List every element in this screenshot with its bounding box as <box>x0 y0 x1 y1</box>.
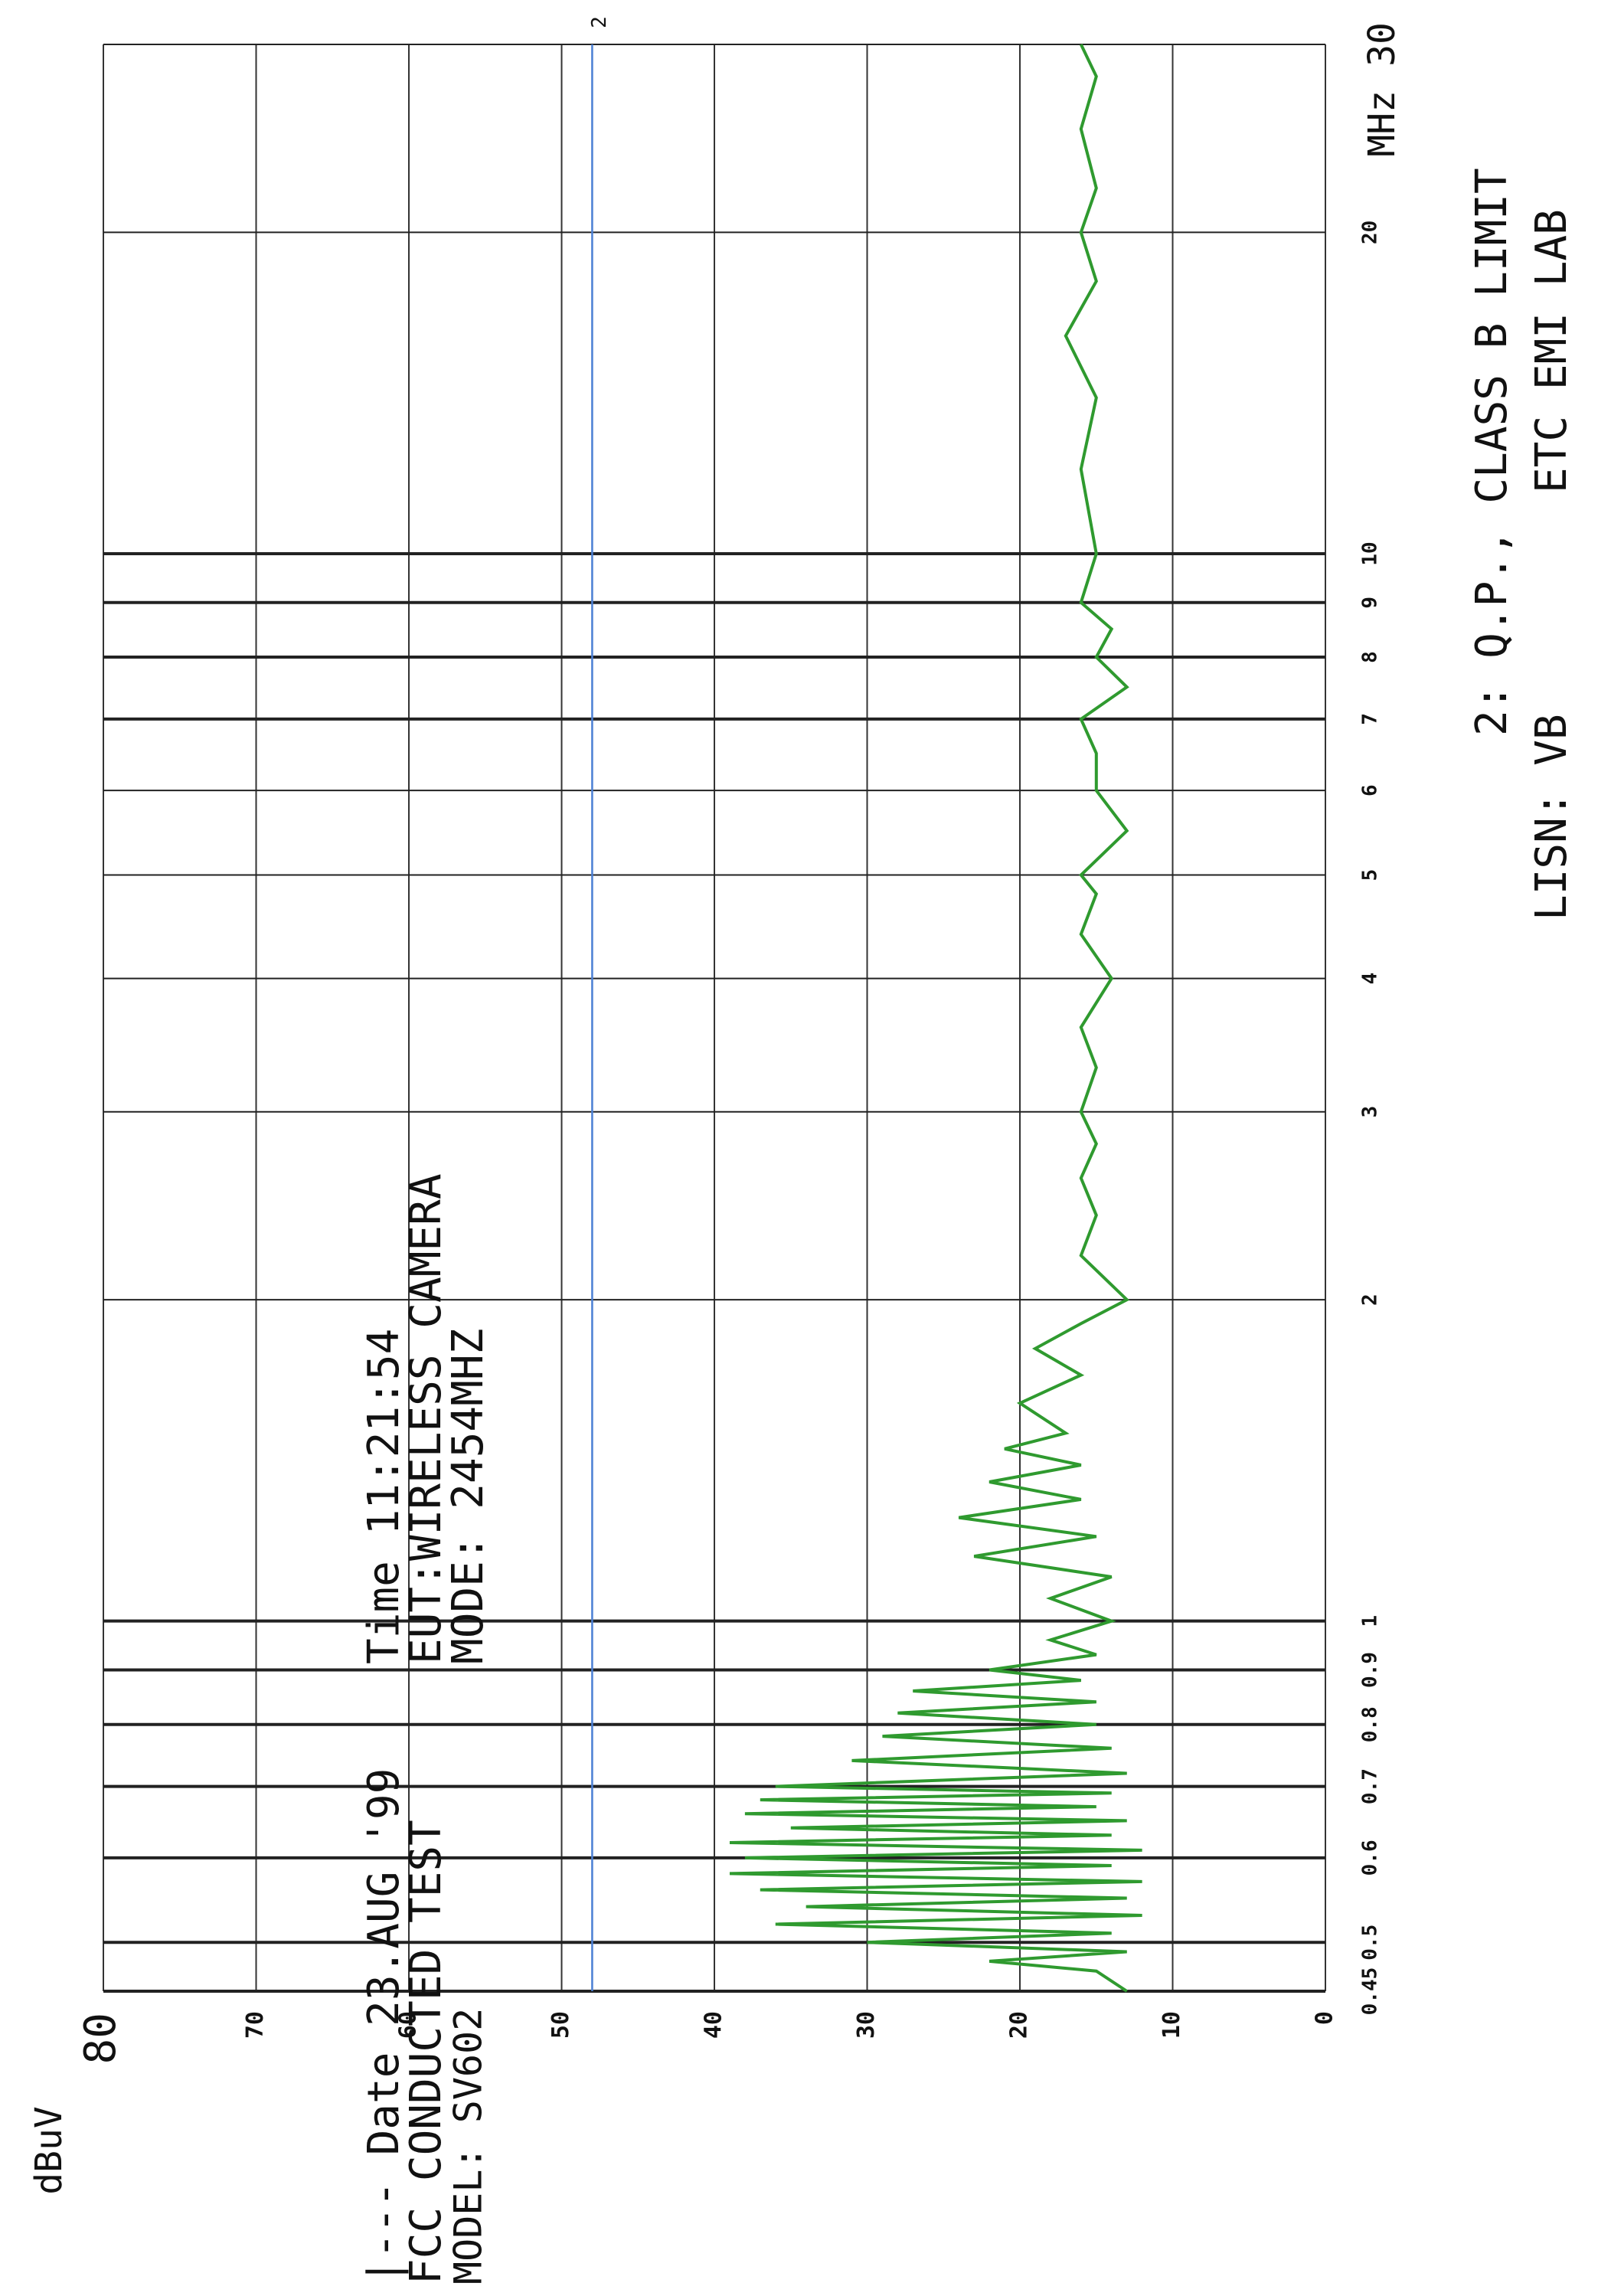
annotation: MODE: 2454MHZ <box>443 1329 493 1664</box>
annotation: Time 11:21:54 <box>359 1329 409 1664</box>
x-tick-label: 8 <box>1359 651 1382 663</box>
y-tick-label: 40 <box>701 2011 727 2039</box>
y-axis-label: dBuV <box>28 2106 70 2195</box>
rotated-chart: 0 10 20 30 40 50 60 70 80 0.45 0.5 0.6 0.7 0.8 0.9 1 2 3 4… <box>28 16 1577 2285</box>
y-tick-label: 10 <box>1158 2011 1185 2039</box>
y-tick-label: 0 <box>1312 2011 1338 2025</box>
annotation: FCC CONDUCTED TEST <box>401 1820 451 2285</box>
x-tick-label: 10 <box>1359 541 1382 565</box>
trace-line <box>729 44 1142 1993</box>
x-tick-label: 1 <box>1359 1615 1382 1627</box>
y-tick-label: 70 <box>242 2011 269 2039</box>
y-tick-label: 50 <box>547 2011 574 2039</box>
x-tick-label: 5 <box>1359 869 1382 881</box>
x-tick-label: 9 <box>1359 597 1382 609</box>
annotation: EUT:WIRELESS CAMERA <box>401 1173 451 1664</box>
x-tick-label: 0.7 <box>1359 1768 1382 1804</box>
y-tick-label: 30 <box>853 2011 880 2039</box>
x-axis-label: MHz <box>1361 90 1404 157</box>
x-tick-label: 30 <box>1361 22 1404 67</box>
annotation: |--- Date 23.AUG '99 <box>359 1768 409 2285</box>
x-tick-label: 4 <box>1359 973 1382 985</box>
y-tick-label: 60 <box>395 2011 422 2039</box>
x-tick-label: 20 <box>1359 221 1382 244</box>
annotation: 2: Q.P., CLASS B LIMIT <box>1467 168 1517 736</box>
x-tick-label: 0.45 <box>1359 1967 1382 2016</box>
x-tick-label: 0.5 <box>1359 1925 1382 1961</box>
annotation: ETC EMI LAB <box>1527 209 1577 493</box>
annotation: LISN: VB <box>1527 714 1577 921</box>
x-tick-label: 0.9 <box>1359 1652 1382 1688</box>
annotation: MODEL: SV602 <box>446 2008 491 2285</box>
x-tick-label: 3 <box>1359 1106 1382 1118</box>
y-tick-label: 20 <box>1006 2011 1033 2039</box>
y-tick-label: 80 <box>76 2013 126 2064</box>
x-tick-label: 7 <box>1359 713 1382 725</box>
x-tick-label: 0.6 <box>1359 1840 1382 1876</box>
x-tick-label: 6 <box>1359 784 1382 796</box>
x-tick-label: 0.8 <box>1359 1706 1382 1742</box>
limit-label: 2 <box>588 16 611 28</box>
x-tick-label: 2 <box>1359 1294 1382 1306</box>
